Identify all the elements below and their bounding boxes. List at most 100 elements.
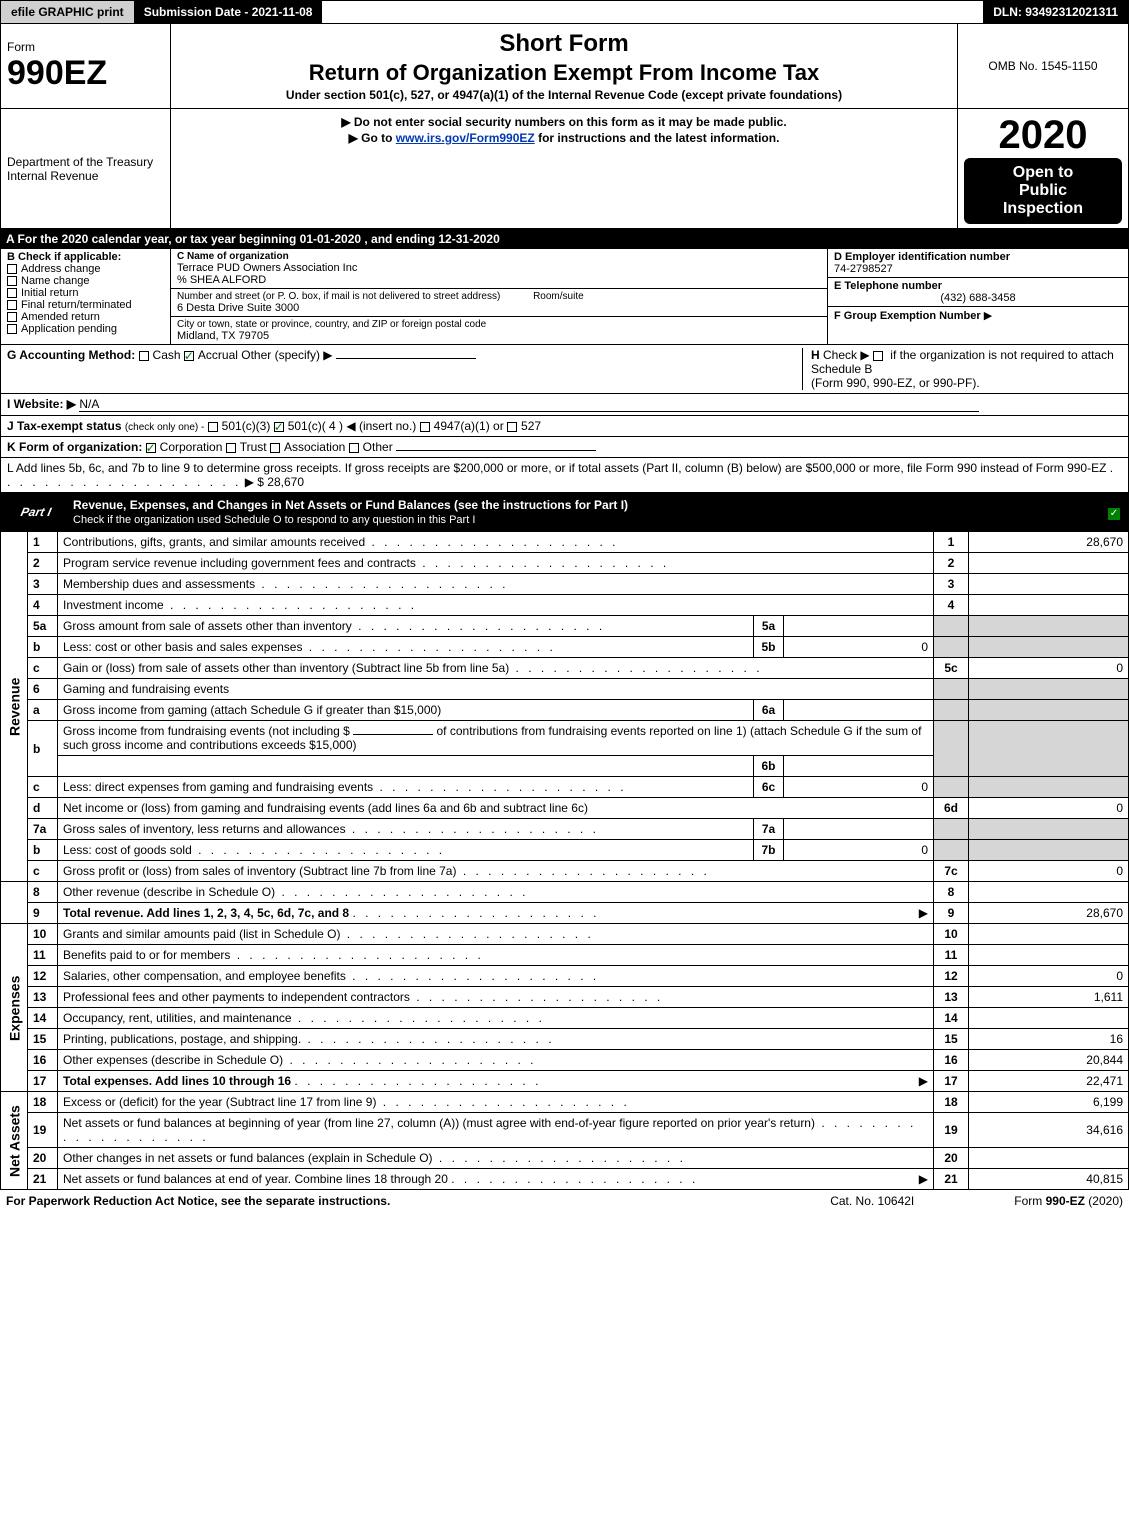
website-value: N/A [79,397,979,412]
open-line-2: Public [970,182,1116,200]
line-6b-mnum: 6b [754,756,784,777]
row-j-tax-exempt: J Tax-exempt status (check only one) - 5… [0,416,1129,437]
line-1-text: Contributions, gifts, grants, and simila… [58,532,934,553]
footer-left: For Paperwork Reduction Act Notice, see … [6,1194,830,1208]
line-2-value [969,553,1129,574]
line-6-num: 6 [28,679,58,700]
line-1-num: 1 [28,532,58,553]
line-16-text: Other expenses (describe in Schedule O) [58,1050,934,1071]
line-5b-rnum [934,637,969,658]
line-6b-text-1: Gross income from fundraising events (no… [58,721,934,756]
efile-button[interactable]: efile GRAPHIC print [1,1,134,23]
side-net-assets: Net Assets [1,1092,28,1190]
line-19-num: 19 [28,1113,58,1148]
line-6c-num: c [28,777,58,798]
line-7c-num: c [28,861,58,882]
street-address: 6 Desta Drive Suite 3000 [177,302,821,314]
accrual-label: Accrual [198,348,238,362]
street-label: Number and street (or P. O. box, if mail… [177,291,500,302]
chk-application-pending[interactable]: Application pending [7,323,164,335]
line-6a-value [969,700,1129,721]
other-specify-line[interactable] [336,358,476,359]
chk-name-change[interactable]: Name change [7,275,164,287]
line-5c-value: 0 [969,658,1129,679]
line-12-num: 12 [28,966,58,987]
main-title: Return of Organization Exempt From Incom… [177,60,951,86]
line-19-value: 34,616 [969,1113,1129,1148]
submission-date-button[interactable]: Submission Date - 2021-11-08 [134,1,324,23]
chk-association[interactable] [270,443,280,453]
chk-cash[interactable] [139,351,149,361]
lbl-4947: 4947(a)(1) or [434,419,504,433]
chk-501c3[interactable] [208,422,218,432]
line-5a-num: 5a [28,616,58,637]
city-label: City or town, state or province, country… [177,319,821,330]
line-10-text: Grants and similar amounts paid (list in… [58,924,934,945]
open-line-1: Open to [970,164,1116,182]
goto-line: ▶ Go to www.irs.gov/Form990EZ for instru… [177,131,951,145]
line-20-text: Other changes in net assets or fund bala… [58,1148,934,1169]
phone: (432) 688-3458 [834,292,1122,304]
chk-501c[interactable] [274,422,284,432]
other-label: Other (specify) ▶ [241,348,332,362]
line-5a-rnum [934,616,969,637]
header-center: Short Form Return of Organization Exempt… [171,24,958,108]
line-7b-mval: 0 [784,840,934,861]
line-5b-value [969,637,1129,658]
goto-link[interactable]: www.irs.gov/Form990EZ [396,131,535,145]
line-6a-rnum [934,700,969,721]
omb-number: OMB No. 1545-1150 [964,59,1122,73]
chk-h[interactable] [873,351,883,361]
line-5a-mval [784,616,934,637]
line-6a-mval [784,700,934,721]
chk-final-return[interactable]: Final return/terminated [7,299,164,311]
line-1-rnum: 1 [934,532,969,553]
header-right-year: 2020 Open to Public Inspection [958,109,1128,228]
chk-amended-return[interactable]: Amended return [7,311,164,323]
row-g-h: G Accounting Method: Cash Accrual Other … [0,345,1129,394]
chk-trust[interactable] [226,443,236,453]
line-8-value [969,882,1129,903]
line-6b-num: b [28,721,58,777]
line-13-text: Professional fees and other payments to … [58,987,934,1008]
line-18-text: Excess or (deficit) for the year (Subtra… [58,1092,934,1113]
other-line[interactable] [396,450,596,451]
chk-initial-return[interactable]: Initial return [7,287,164,299]
line-8-text: Other revenue (describe in Schedule O) [58,882,934,903]
line-3-value [969,574,1129,595]
chk-corporation[interactable] [146,443,156,453]
line-8-num: 8 [28,882,58,903]
line-15-value: 16 [969,1029,1129,1050]
line-5a-value [969,616,1129,637]
chk-other[interactable] [349,443,359,453]
part-1-check: ✓ [1100,501,1128,524]
line-11-num: 11 [28,945,58,966]
chk-accrual[interactable] [184,351,194,361]
line-6b-rnum [934,721,969,777]
line-14-value [969,1008,1129,1029]
chk-address-change[interactable]: Address change [7,263,164,275]
line-6b-blank[interactable] [353,734,433,735]
col-de: D Employer identification number 74-2798… [828,249,1128,344]
line-14-text: Occupancy, rent, utilities, and maintena… [58,1008,934,1029]
dept-line-1: Department of the Treasury [7,155,164,169]
line-9-rnum: 9 [934,903,969,924]
col-b-checkboxes: B Check if applicable: Address change Na… [1,249,171,344]
line-14-rnum: 14 [934,1008,969,1029]
line-7b-mnum: 7b [754,840,784,861]
chk-4947[interactable] [420,422,430,432]
line-15-rnum: 15 [934,1029,969,1050]
line-5a-text: Gross amount from sale of assets other t… [58,616,754,637]
line-6a-text: Gross income from gaming (attach Schedul… [58,700,754,721]
line-6b-text-2 [58,756,754,777]
line-21-num: 21 [28,1169,58,1190]
line-7c-text: Gross profit or (loss) from sales of inv… [58,861,934,882]
line-3-num: 3 [28,574,58,595]
row-l-gross-receipts: L Add lines 5b, 6c, and 7b to line 9 to … [0,458,1129,493]
line-7a-mnum: 7a [754,819,784,840]
open-to-public-box: Open to Public Inspection [964,158,1122,224]
line-7a-mval [784,819,934,840]
chk-527[interactable] [507,422,517,432]
line-7b-text: Less: cost of goods sold [58,840,754,861]
line-16-rnum: 16 [934,1050,969,1071]
